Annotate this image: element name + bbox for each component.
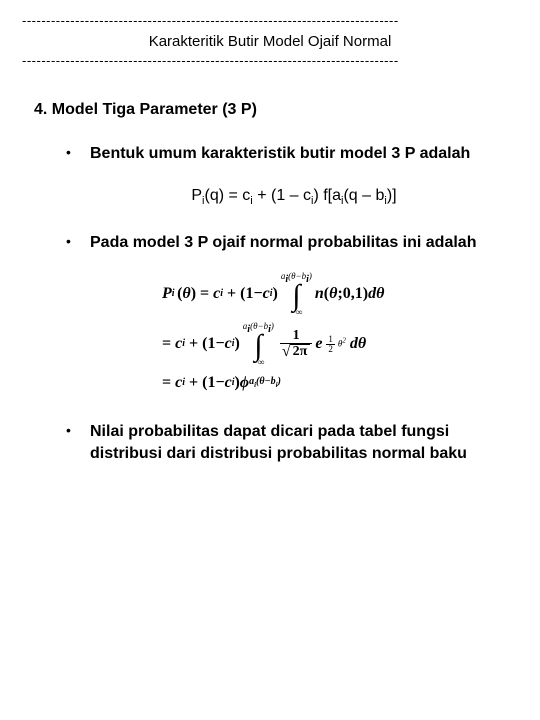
list-item: Nilai probabilitas dapat dicari pada tab… [62,421,498,466]
list-item: Pada model 3 P ojaif normal probabilitas… [62,232,498,395]
document-page: ----------------------------------------… [0,0,540,509]
math-row-3: = ci + (1−ci)ϕai(θ−bi) [162,372,498,394]
bullet-list: Bentuk umum karakteristik butir model 3 … [22,143,518,465]
inline-formula: Pi(q) = ci + (1 – ci) f[ai(q – bi)] [90,185,498,210]
math-block: Pi (θ) = ci + (1−ci) ai(θ−bi) ∫ −∞ n(θ;0… [162,272,498,394]
section-heading: 4. Model Tiga Parameter (3 P) [34,101,518,119]
bottom-rule: ----------------------------------------… [22,54,518,67]
bullet-text: Pada model 3 P ojaif normal probabilitas… [90,234,476,251]
bullet-text: Bentuk umum karakteristik butir model 3 … [90,145,470,162]
bullet-text: Nilai probabilitas dapat dicari pada tab… [90,423,467,462]
top-rule: ----------------------------------------… [22,14,518,27]
math-row-1: Pi (θ) = ci + (1−ci) ai(θ−bi) ∫ −∞ n(θ;0… [162,272,498,316]
document-header-title: Karakteritik Butir Model Ojaif Normal [22,27,518,54]
math-row-2: = ci + (1−ci) ai(θ−bi) ∫ −∞ 1 √2π e 12θ2 [162,322,498,366]
list-item: Bentuk umum karakteristik butir model 3 … [62,143,498,210]
